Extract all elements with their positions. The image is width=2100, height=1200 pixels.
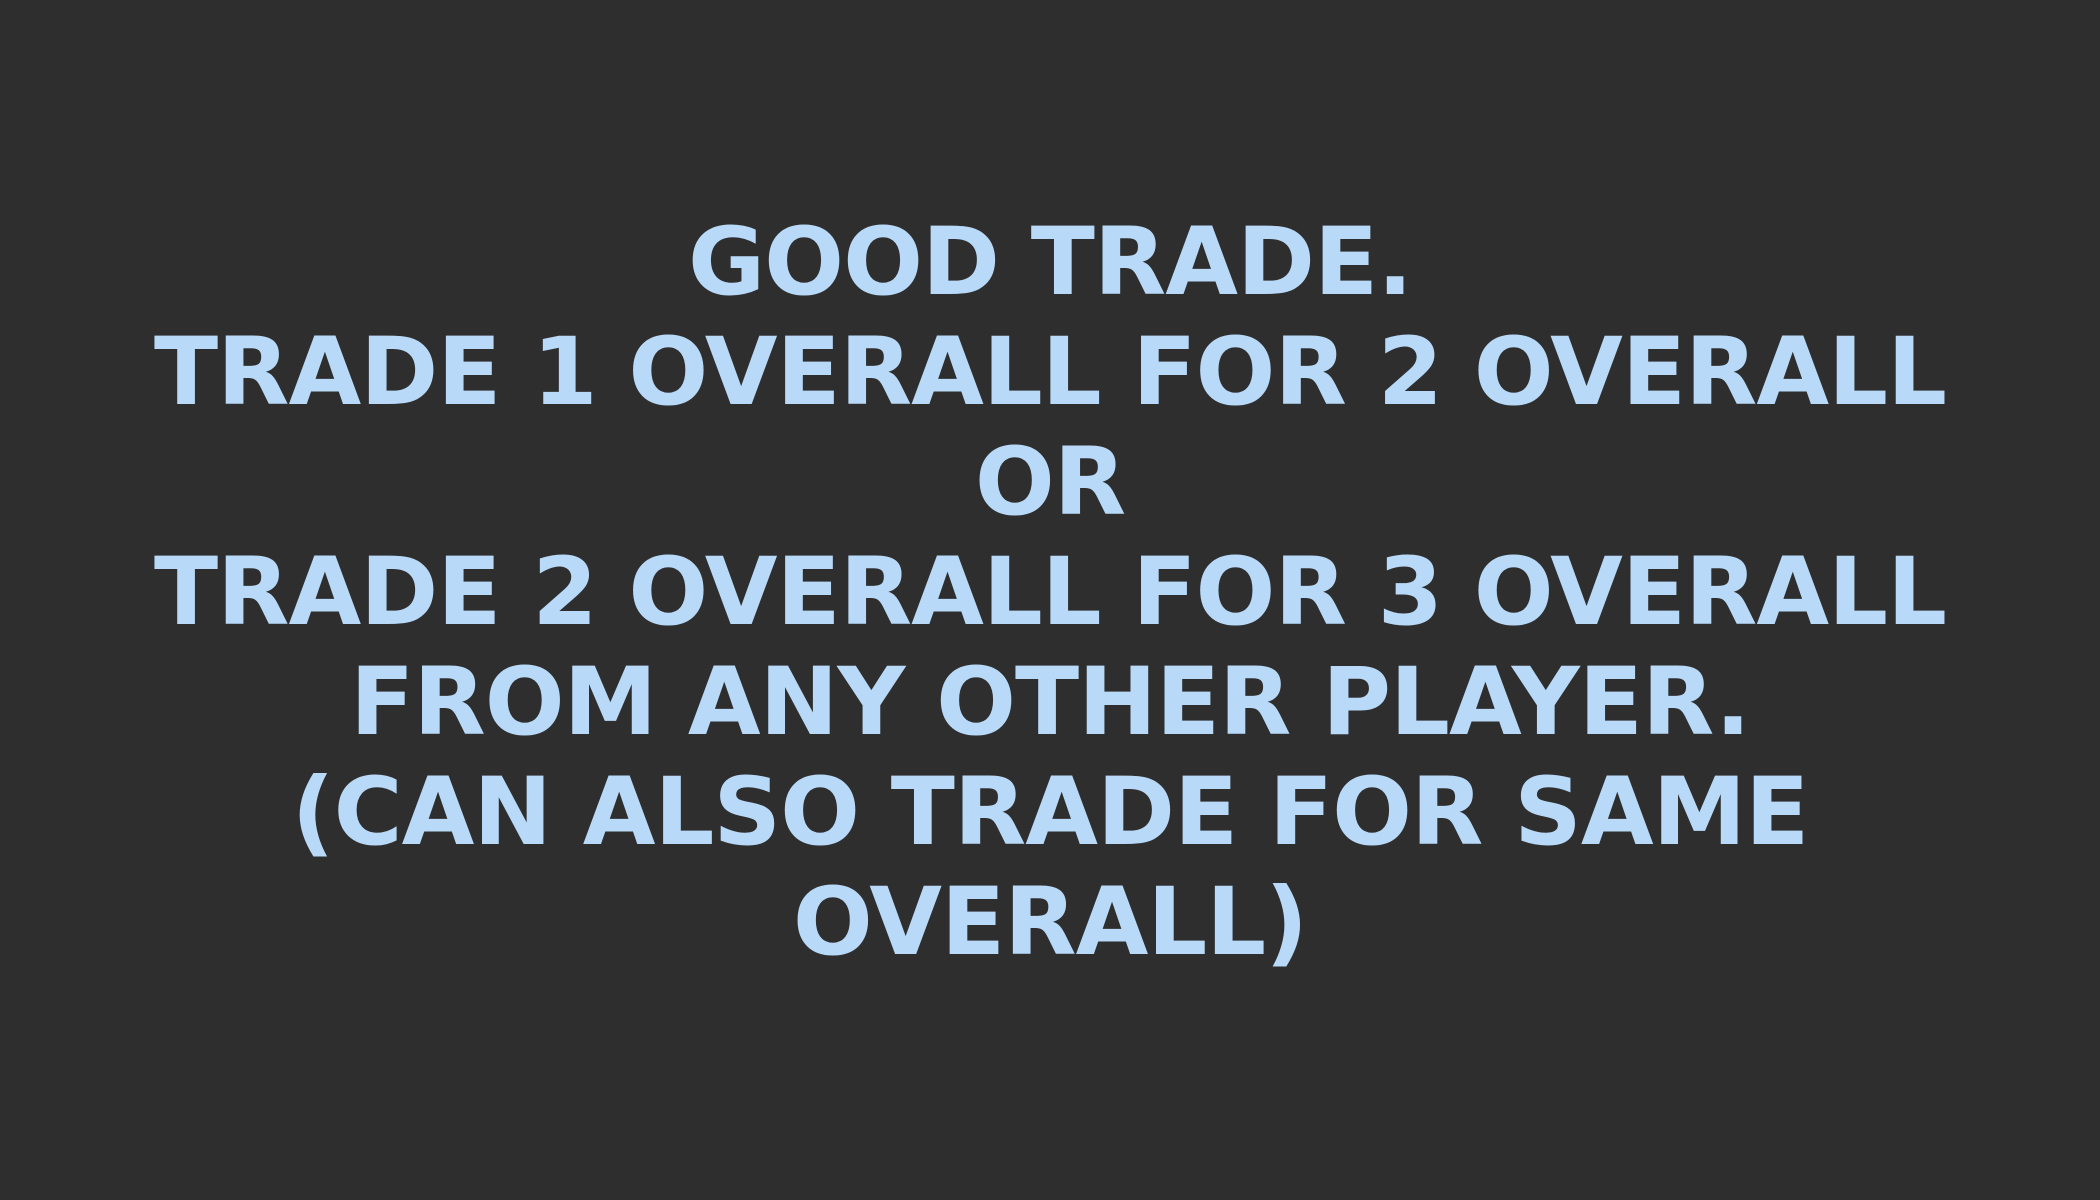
slide-line-option-2: TRADE 2 OVERALL FOR 3 OVERALL xyxy=(154,538,1947,647)
slide-line-or: OR xyxy=(974,428,1126,537)
slide-line-condition: FROM ANY OTHER PLAYER. xyxy=(350,648,1751,757)
slide-line-heading: GOOD TRADE. xyxy=(688,208,1413,317)
slide-line-option-1: TRADE 1 OVERALL FOR 2 OVERALL xyxy=(154,318,1947,427)
slide-line-note-1: (CAN ALSO TRADE FOR SAME xyxy=(291,758,1810,867)
slide-text: GOOD TRADE. TRADE 1 OVERALL FOR 2 OVERAL… xyxy=(0,208,2100,978)
slide-line-note-2: OVERALL) xyxy=(792,868,1308,977)
